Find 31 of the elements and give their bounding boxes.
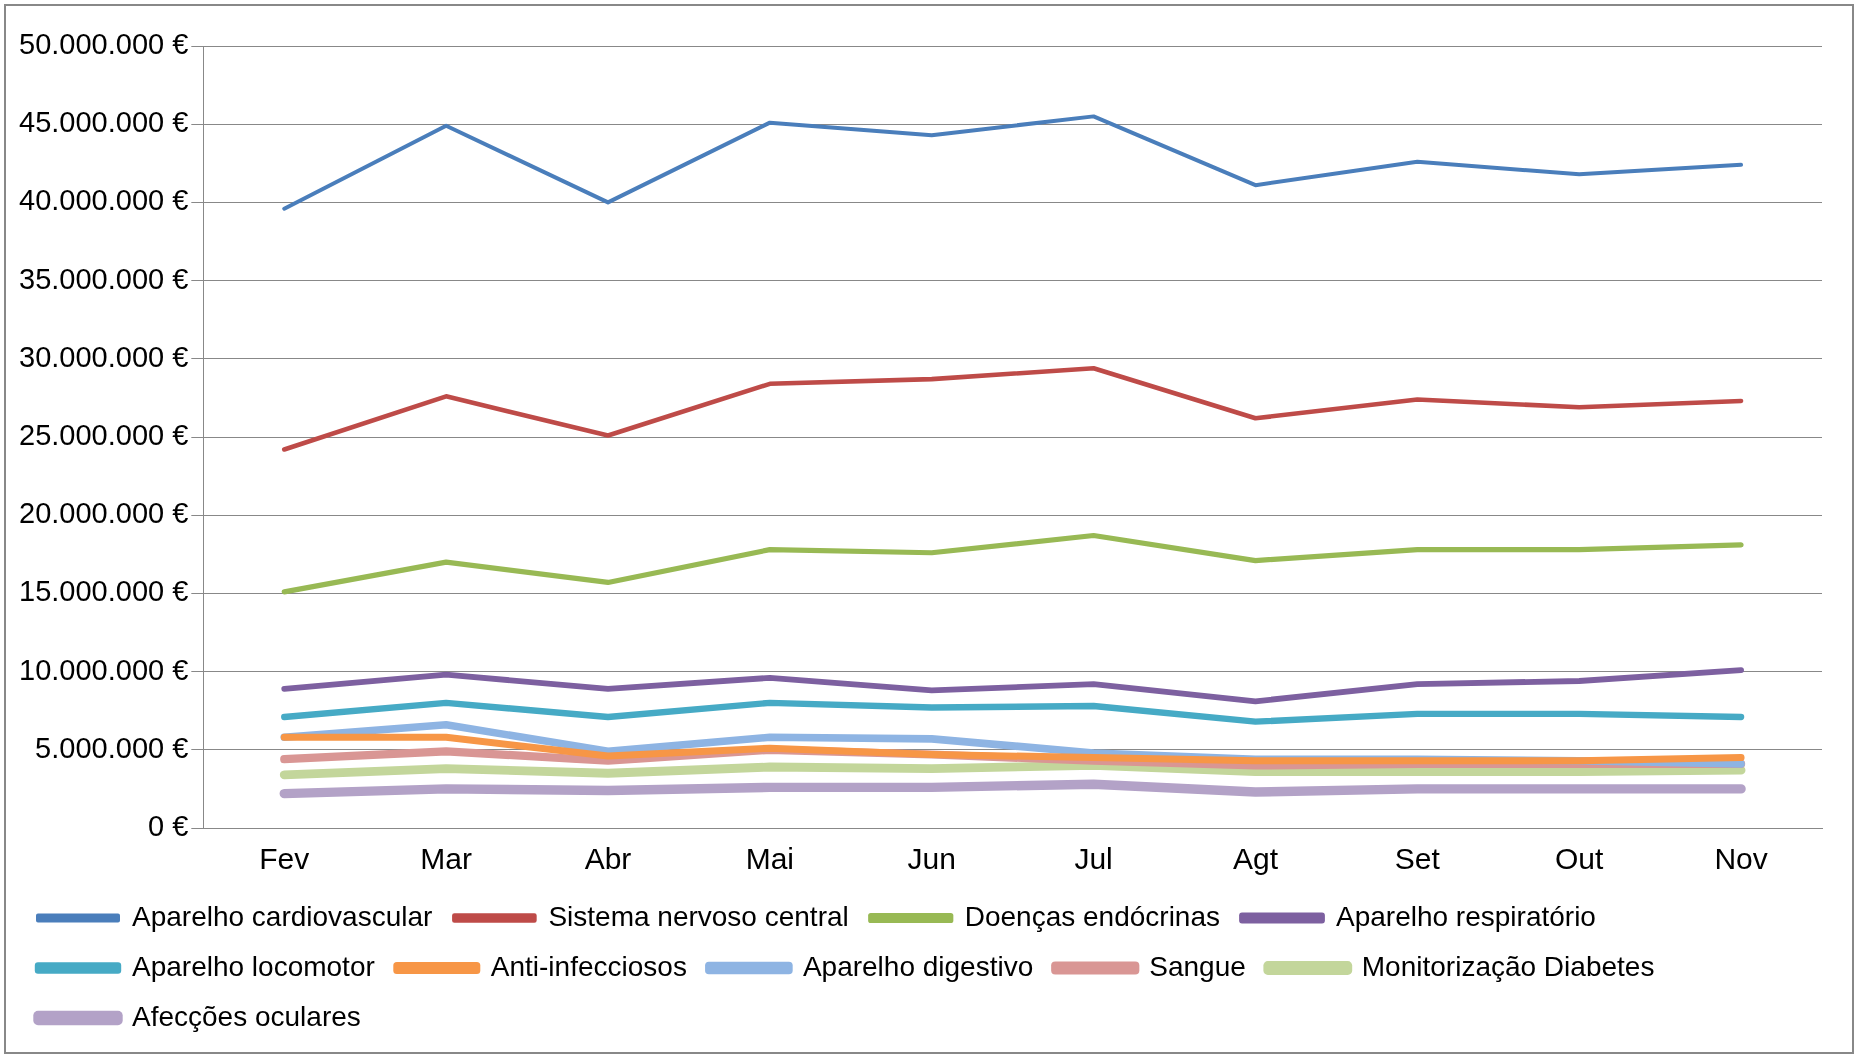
y-tick-label: 35.000.000 €	[19, 262, 189, 295]
x-tick-label: Mar	[420, 842, 472, 876]
legend-label: Monitorização Diabetes	[1361, 950, 1655, 982]
x-tick-label: Jul	[1074, 842, 1113, 876]
x-tick-label: Agt	[1232, 842, 1279, 876]
legend-label: Afecções oculares	[132, 1000, 361, 1032]
y-tick-label: 45.000.000 €	[19, 106, 189, 139]
legend-label: Sistema nervoso central	[548, 900, 849, 932]
legend-label: Aparelho digestivo	[802, 950, 1034, 982]
legend-label: Aparelho respiratório	[1336, 900, 1596, 932]
legend-label: Aparelho locomotor	[132, 950, 375, 982]
y-tick-label: 20.000.000 €	[19, 497, 189, 530]
legend-label: Sangue	[1149, 950, 1246, 982]
legend-label: Doenças endócrinas	[964, 900, 1221, 932]
y-tick-label: 25.000.000 €	[19, 419, 189, 451]
y-tick-label: 0 €	[148, 810, 189, 842]
y-tick-label: 15.000.000 €	[19, 575, 189, 608]
x-tick-label: Nov	[1714, 842, 1768, 876]
y-tick-label: 5.000.000 €	[35, 731, 189, 764]
legend-label: Aparelho cardiovascular	[132, 900, 433, 932]
x-tick-label: Fev	[259, 842, 310, 876]
x-tick-label: Out	[1555, 842, 1605, 876]
x-tick-label: Mai	[745, 842, 795, 876]
x-tick-label: Set	[1394, 842, 1441, 876]
legend-label: Anti-infecciosos	[490, 950, 687, 982]
y-tick-label: 50.000.000 €	[19, 28, 189, 60]
x-tick-label: Jun	[907, 842, 956, 876]
y-tick-label: 10.000.000 €	[19, 653, 189, 686]
y-tick-label: 40.000.000 €	[19, 184, 189, 217]
y-tick-label: 30.000.000 €	[19, 340, 189, 373]
x-tick-label: Abr	[584, 842, 632, 876]
